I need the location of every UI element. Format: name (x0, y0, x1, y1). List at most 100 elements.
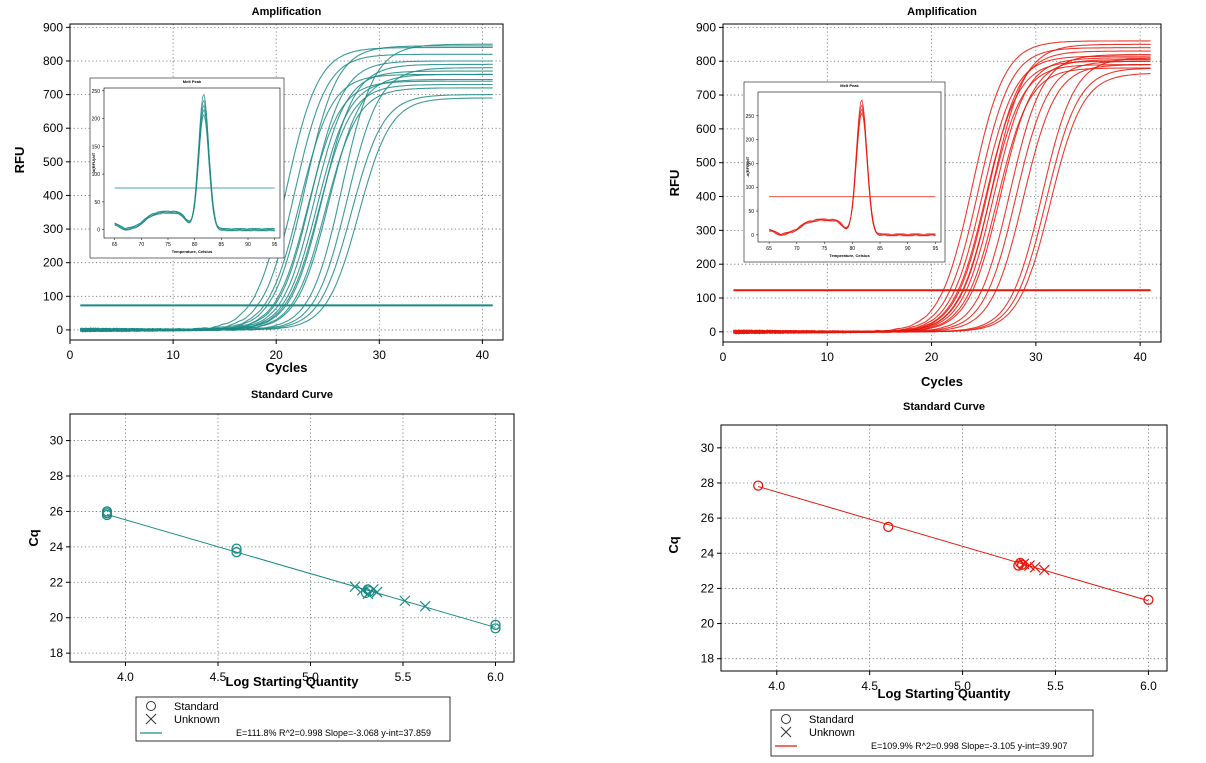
y-tick-label: 200 (696, 257, 716, 271)
x-tick-label: 70 (139, 242, 145, 248)
x-tick-label: 65 (766, 246, 772, 252)
unknown-point (399, 595, 411, 607)
y-tick-label: 22 (701, 581, 715, 595)
legend-standard-label: Standard (809, 714, 854, 726)
y-tick-label: 200 (43, 256, 63, 270)
y-tick-label: 800 (43, 54, 63, 68)
y-tick-label: 900 (696, 20, 716, 34)
y-tick-label: 150 (92, 144, 101, 150)
y-tick-label: 150 (746, 161, 755, 167)
legend-unknown-label: Unknown (174, 714, 220, 726)
amplification-curve-well-14 (80, 67, 493, 333)
y-tick-label: 0 (751, 233, 754, 239)
x-tick-label: 30 (1029, 350, 1043, 364)
amplification-curve-well-12 (733, 60, 1151, 335)
y-tick-label: 700 (43, 88, 63, 102)
inset-frame (89, 77, 285, 259)
standard-point (101, 508, 113, 519)
unknown-point (1038, 564, 1050, 576)
standard-point (1016, 559, 1028, 570)
x-tick-label: 4.5 (861, 679, 878, 693)
legend-standard-marker (146, 701, 156, 711)
y-tick-label: 18 (50, 646, 64, 660)
y-tick-label: 50 (94, 200, 100, 206)
y-tick-label: 500 (43, 155, 63, 169)
y-tick-label: 100 (696, 291, 716, 305)
plot-border (69, 23, 504, 341)
x-tick-label: 65 (112, 242, 118, 248)
y-tick-label: 50 (748, 209, 754, 215)
x-tick-label: 6.0 (1140, 679, 1157, 693)
x-tick-label: 40 (1133, 350, 1147, 364)
x-tick-label: 20 (270, 348, 284, 362)
y-tick-label: 200 (92, 117, 101, 123)
plot-border (69, 413, 515, 663)
y-tick-label: 18 (701, 652, 715, 666)
ticks: 65 70 75 80 85 90 95 0 50 100 150 200 250 (92, 89, 278, 248)
x-tick-label: 10 (821, 350, 835, 364)
x-tick-label: 30 (373, 348, 387, 362)
y-tick-label: 900 (43, 20, 63, 34)
y-tick-label: 0 (56, 323, 63, 337)
data-points (753, 480, 1154, 605)
standard-point (364, 585, 375, 597)
standard-point (1015, 557, 1026, 569)
x-tick-label: 5.5 (395, 670, 412, 684)
x-tick-label: 0 (720, 350, 727, 364)
unknown-point (419, 600, 431, 612)
x-tick-label: 75 (822, 246, 828, 252)
y-tick-label: 100 (746, 185, 755, 191)
y-tick-label: 22 (50, 575, 64, 589)
x-tick-label: 95 (272, 242, 278, 248)
y-tick-label: 26 (50, 504, 64, 518)
amplification-curve-well-16 (733, 73, 1151, 335)
melt-curve (114, 113, 275, 232)
ticks: 65 70 75 80 85 90 95 0 50 100 150 200 250 (746, 114, 939, 252)
melt-curve (768, 111, 936, 237)
inset-x-label: Temperature, Celsius (829, 253, 870, 258)
plot-border (720, 424, 1168, 672)
y-tick-label: 300 (43, 222, 63, 236)
standard-point (231, 547, 242, 558)
y-tick-label: 250 (746, 114, 755, 120)
data-points (101, 506, 501, 634)
inset-title: Melt Peak (183, 79, 202, 84)
standard-point (883, 521, 894, 533)
legend-fit-stats: E=109.9% R^2=0.998 Slope=-3.105 y-int=39… (871, 741, 1067, 751)
series-lines (79, 43, 493, 333)
standard-point (1143, 594, 1154, 605)
y-tick-label: 24 (701, 546, 715, 560)
y-axis-label: Cq (666, 536, 681, 553)
y-tick-label: 300 (696, 223, 716, 237)
inset-x-label: Temperature, Celsius (172, 249, 213, 254)
inset-title: Melt Peak (840, 83, 859, 88)
melt-curves (768, 98, 936, 237)
x-tick-label: 95 (933, 246, 939, 252)
y-tick-label: 26 (701, 511, 715, 525)
inset-melt-right: 65 70 75 80 85 90 95 0 50 100 150 200 250 Melt Peak Te… (743, 81, 946, 263)
plot-area (721, 425, 1167, 671)
y-tick-label: 30 (50, 434, 64, 448)
y-tick-label: 20 (701, 617, 715, 631)
plot-border (722, 23, 1162, 343)
y-tick-label: 100 (92, 172, 101, 178)
grid (721, 425, 1167, 671)
legend-standard-label: Standard (174, 701, 219, 713)
y-tick-label: 600 (43, 121, 63, 135)
x-tick-label: 5.0 (954, 679, 971, 693)
melt-curves (114, 93, 275, 232)
x-tick-label: 4.0 (117, 670, 134, 684)
x-tick-label: 5.0 (302, 670, 319, 684)
chart-std-left: 4.0 4.5 5.0 5.5 6.0 18 20 22 24 26 28 30 Standard Cu… (26, 389, 515, 742)
unknown-point (349, 581, 361, 593)
y-tick-label: 800 (696, 54, 716, 68)
x-tick-label: 40 (476, 348, 490, 362)
unknown-point (1029, 561, 1041, 573)
legend-standard-marker (781, 714, 791, 724)
x-axis-label: Log Starting Quantity (226, 674, 360, 689)
y-tick-label: 28 (701, 476, 715, 490)
regression-line (758, 486, 1149, 602)
x-tick-label: 0 (67, 348, 74, 362)
